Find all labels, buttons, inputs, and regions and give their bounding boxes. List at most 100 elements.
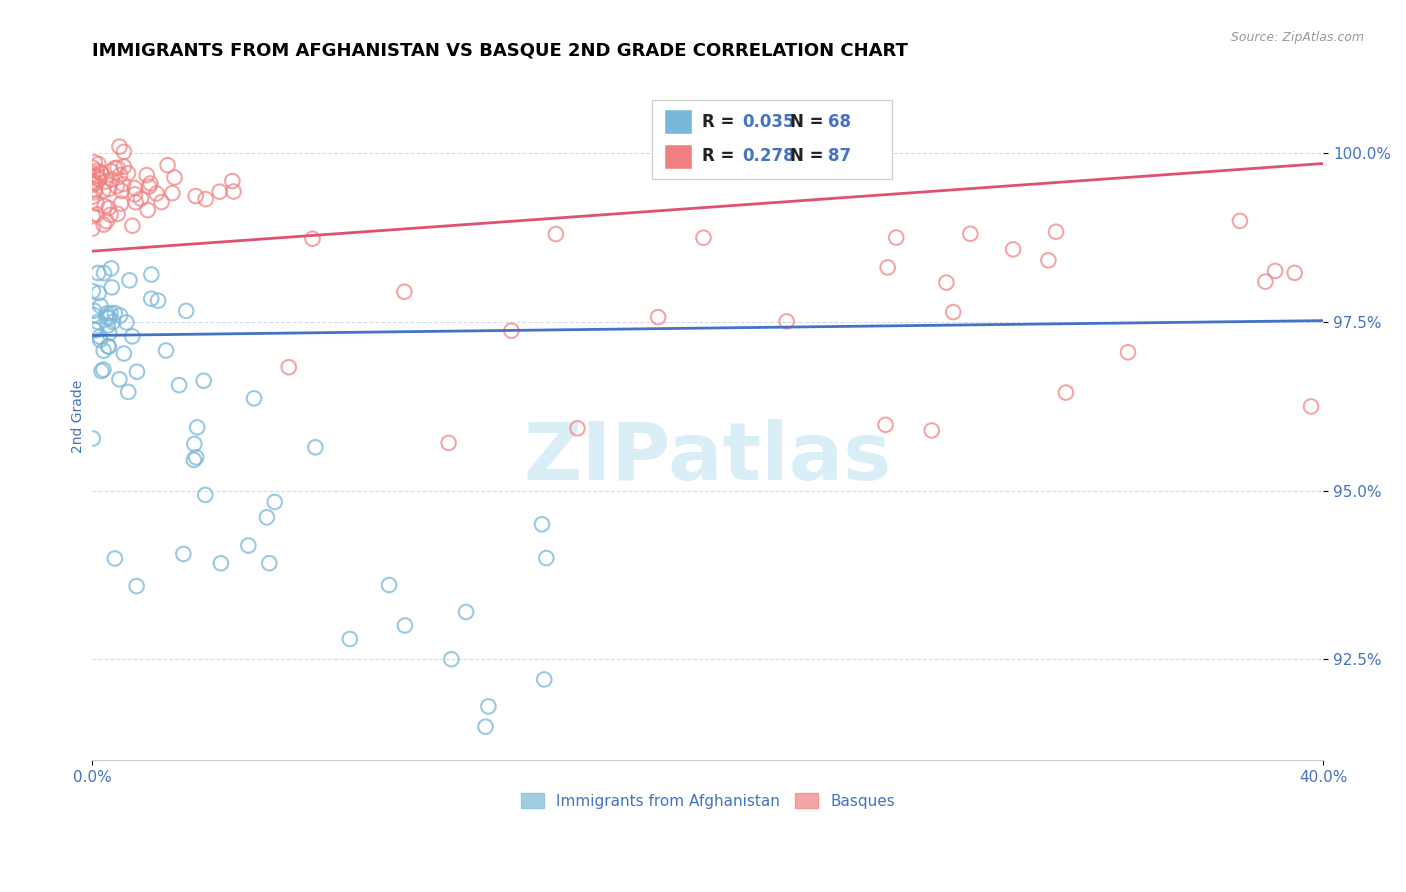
Point (263, 495, 285, 509)
Point (186, 420, 208, 434)
Point (87, 157, 110, 171)
Point (82, 284, 104, 298)
Point (208, 185, 231, 199)
Point (111, 184, 134, 198)
Point (112, 346, 135, 360)
Point (243, 392, 266, 406)
Point (121, 219, 143, 233)
Point (82, 178, 104, 192)
Point (1264, 264, 1286, 278)
Point (97, 318, 120, 333)
Point (394, 618, 416, 632)
Point (942, 305, 965, 319)
Point (124, 195, 146, 210)
Point (82, 167, 104, 181)
Point (84, 323, 107, 337)
Point (112, 177, 135, 191)
Point (93, 362, 115, 376)
Point (87, 315, 110, 329)
Point (90, 364, 112, 378)
Point (96, 310, 118, 325)
Point (959, 227, 981, 241)
Point (100, 208, 122, 222)
Point (183, 437, 205, 451)
Point (82, 174, 104, 188)
Point (90, 167, 112, 181)
Point (89, 329, 111, 343)
Point (98, 326, 121, 341)
Text: R =: R = (702, 147, 740, 165)
Point (108, 309, 131, 323)
Point (184, 189, 207, 203)
Point (155, 343, 177, 358)
Point (163, 170, 186, 185)
Point (104, 161, 127, 175)
Point (112, 145, 135, 159)
Text: 68: 68 (828, 113, 852, 131)
Point (115, 315, 138, 329)
Point (108, 139, 131, 153)
Point (100, 164, 122, 178)
Point (238, 539, 260, 553)
Point (87, 286, 110, 301)
Point (876, 260, 898, 275)
Point (139, 177, 162, 191)
Point (93, 343, 115, 358)
Point (221, 174, 243, 188)
Text: Source: ZipAtlas.com: Source: ZipAtlas.com (1230, 31, 1364, 45)
Text: 87: 87 (828, 147, 852, 165)
Point (567, 421, 589, 435)
Point (117, 166, 139, 180)
Y-axis label: 2nd Grade: 2nd Grade (72, 380, 86, 453)
Point (107, 207, 129, 221)
Point (124, 181, 146, 195)
Point (339, 632, 361, 646)
Point (97, 201, 120, 215)
Point (82, 209, 104, 223)
Point (100, 306, 122, 320)
Point (474, 720, 496, 734)
Point (647, 310, 669, 325)
Point (536, 551, 558, 566)
FancyBboxPatch shape (665, 111, 692, 135)
Text: N =: N = (790, 147, 830, 165)
Point (454, 605, 477, 619)
Point (82, 221, 104, 235)
Point (93, 199, 115, 213)
Point (89, 333, 111, 347)
Text: N =: N = (790, 113, 830, 131)
Point (136, 203, 159, 218)
Point (301, 232, 323, 246)
Point (125, 365, 148, 379)
Point (104, 551, 127, 566)
Point (83, 322, 105, 336)
Point (150, 195, 173, 210)
Point (692, 230, 714, 244)
Point (141, 292, 163, 306)
Point (193, 374, 215, 388)
Point (477, 699, 499, 714)
Point (1229, 214, 1251, 228)
Point (530, 517, 553, 532)
Point (83, 155, 105, 169)
Point (82, 161, 104, 175)
Point (105, 179, 128, 194)
Point (100, 280, 122, 294)
Point (544, 227, 567, 241)
Point (86, 163, 108, 178)
Point (1284, 266, 1306, 280)
Point (1002, 243, 1025, 257)
Point (108, 372, 131, 386)
Text: 0.035: 0.035 (742, 113, 794, 131)
Point (87, 266, 110, 280)
Point (437, 436, 460, 450)
Point (107, 161, 129, 175)
Point (378, 578, 401, 592)
Point (117, 384, 139, 399)
Point (87, 172, 110, 186)
Point (121, 329, 143, 343)
Point (100, 172, 122, 186)
Point (82, 432, 104, 446)
Point (1254, 275, 1277, 289)
Point (98, 182, 121, 196)
